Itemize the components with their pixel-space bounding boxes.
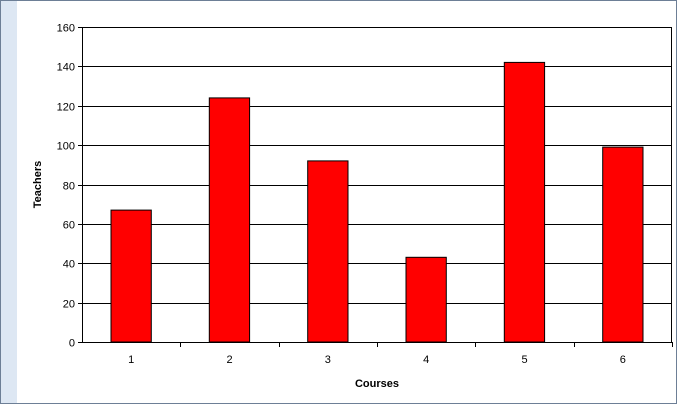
y-tick-label: 80 — [63, 181, 75, 193]
y-tick-label: 160 — [57, 23, 75, 35]
x-tick-label: 3 — [325, 354, 331, 366]
y-tick-label: 120 — [57, 102, 75, 114]
bar — [503, 61, 546, 343]
axes — [78, 27, 673, 347]
y-tick-label: 60 — [63, 220, 75, 232]
x-tick-label: 1 — [128, 354, 134, 366]
bar — [208, 97, 251, 343]
x-tick-label: 5 — [521, 354, 527, 366]
x-tick-label: 2 — [226, 354, 232, 366]
left-strip — [1, 1, 17, 403]
x-tick-label: 6 — [620, 354, 626, 366]
gridlines — [82, 27, 672, 304]
y-tick-label: 140 — [57, 62, 75, 74]
x-axis-title: Courses — [355, 378, 399, 390]
bar — [110, 209, 152, 343]
y-tick-label: 0 — [69, 338, 75, 350]
bar — [307, 160, 349, 343]
y-tick-label: 40 — [63, 259, 75, 271]
tick-labels: 0 20 40 60 80 100 120 140 160 1 2 3 4 5 6 — [57, 23, 626, 367]
y-axis-title: Teachers — [32, 161, 44, 209]
y-tick-label: 20 — [63, 299, 75, 311]
x-tick-label: 4 — [423, 354, 429, 366]
y-tick-label: 100 — [57, 141, 75, 153]
bar — [602, 146, 644, 343]
bar — [405, 256, 447, 343]
bars — [110, 61, 644, 343]
